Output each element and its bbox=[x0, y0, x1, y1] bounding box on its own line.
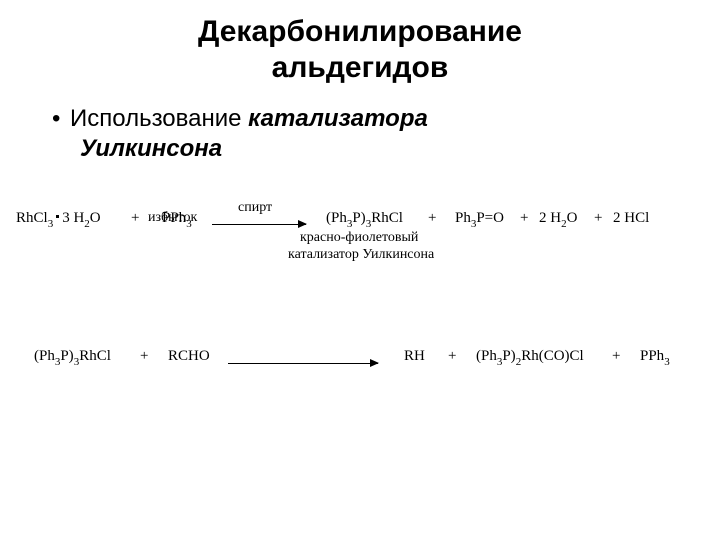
slide-title: Декарбонилирование альдегидов bbox=[0, 0, 720, 86]
arrow-1-label: спирт bbox=[238, 200, 272, 216]
arrow-2 bbox=[228, 355, 378, 372]
eq1-prod1-note2: катализатор Уилкинсона bbox=[288, 247, 434, 263]
plus-2: + bbox=[428, 210, 436, 227]
plus-6: + bbox=[448, 348, 456, 365]
slide-subtitle: •Использование катализатора Уилкинсона bbox=[0, 86, 720, 164]
eq1-prod1-note1: красно-фиолетовый bbox=[300, 230, 418, 246]
subtitle-italic-2: Уилкинсона bbox=[80, 135, 222, 162]
plus-4: + bbox=[594, 210, 602, 227]
eq1-2hcl: 2 HCl bbox=[613, 210, 649, 227]
bullet-icon: • bbox=[52, 104, 70, 134]
dot-icon bbox=[56, 215, 59, 218]
subtitle-prefix: Использование bbox=[70, 105, 248, 132]
plus-7: + bbox=[612, 348, 620, 365]
eq2-prod: (Ph3P)2Rh(CO)Cl bbox=[476, 348, 584, 367]
eq1-2h2o: 2 H2O bbox=[539, 210, 577, 229]
eq2-rcho: RCHO bbox=[168, 348, 210, 365]
plus-1: + bbox=[131, 210, 139, 227]
title-line-1: Декарбонилирование bbox=[198, 15, 522, 48]
plus-3: + bbox=[520, 210, 528, 227]
eq1-pph3-note: избыток bbox=[148, 210, 197, 226]
title-line-2: альдегидов bbox=[272, 51, 449, 84]
plus-5: + bbox=[140, 348, 148, 365]
eq2-lhs1: (Ph3P)3RhCl bbox=[34, 348, 111, 367]
eq2-rh: RH bbox=[404, 348, 425, 365]
eq1-prod1: (Ph3P)3RhCl bbox=[326, 210, 403, 229]
subtitle-italic-1: катализатора bbox=[248, 105, 428, 132]
eq2-pph3: PPh3 bbox=[640, 348, 670, 367]
eq1-3h2o: 3 H2O bbox=[62, 210, 100, 226]
arrow-1 bbox=[212, 216, 306, 233]
eq1-rhcl3: RhCl3 bbox=[16, 210, 53, 226]
eq1-prod2: Ph3P=O bbox=[455, 210, 504, 229]
